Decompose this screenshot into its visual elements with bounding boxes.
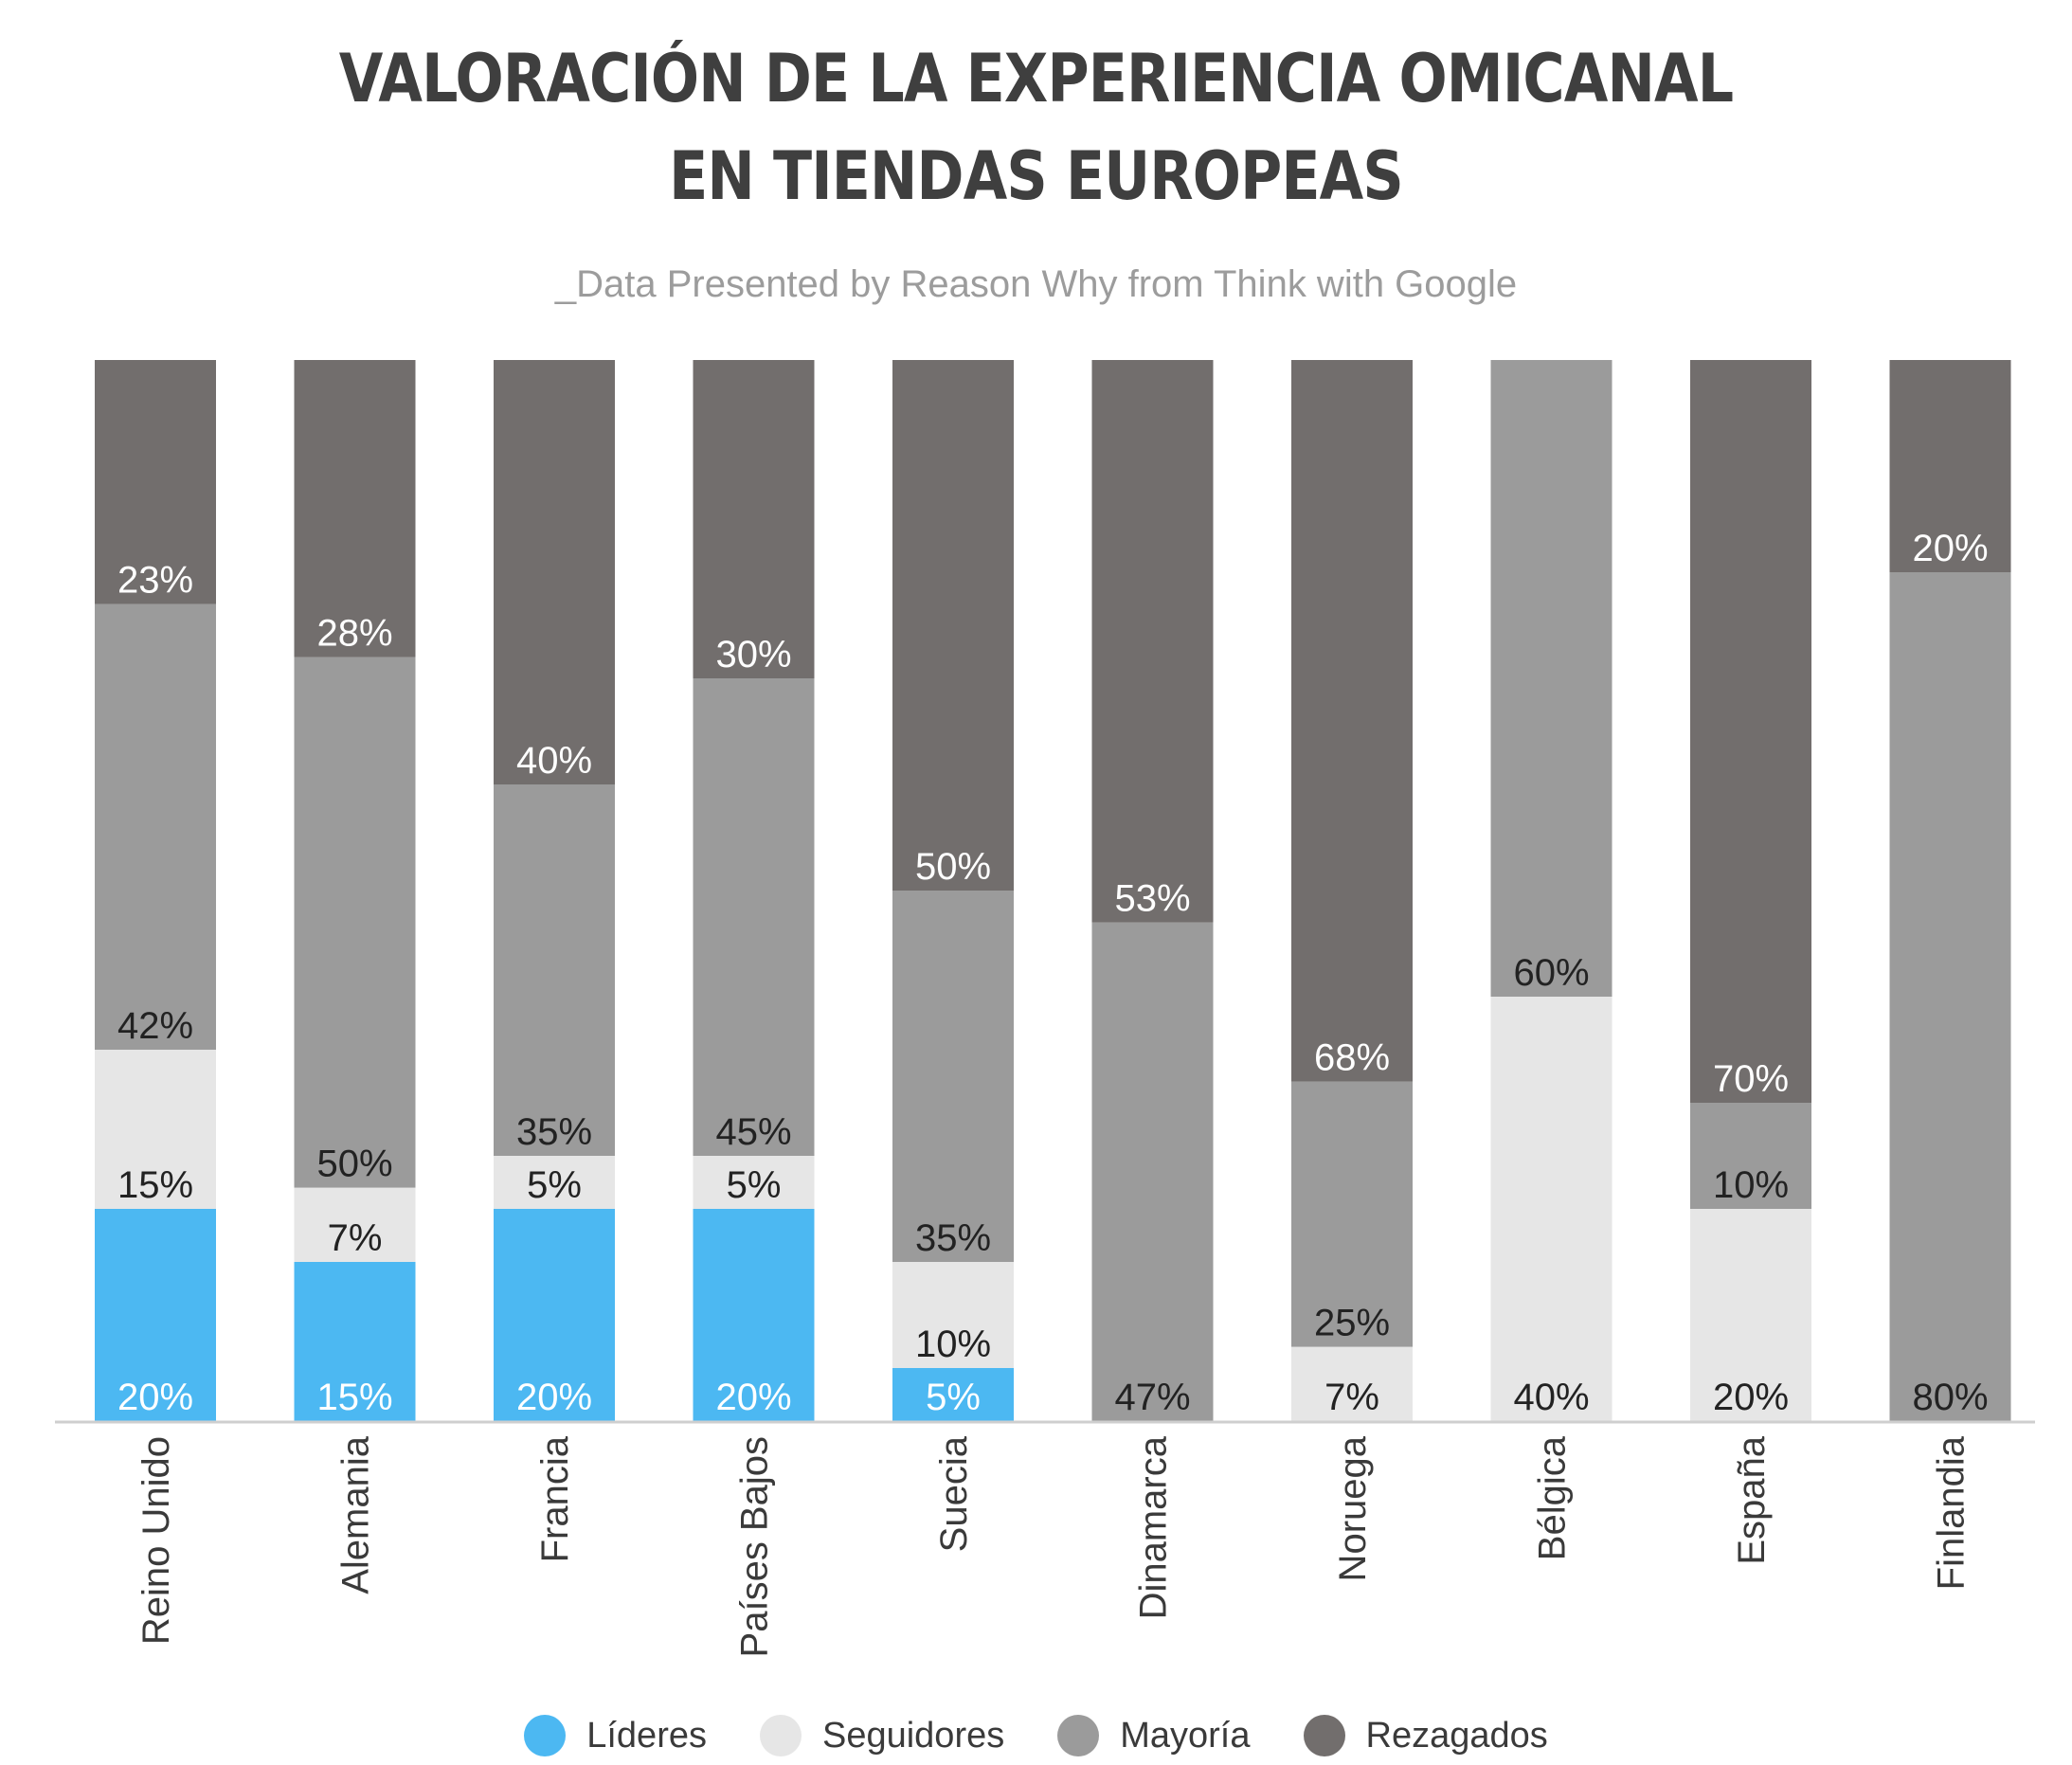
bar-lideres-alemania [294,1262,416,1421]
bar-rezagados-finlandia [1889,360,2011,572]
bar-seguidores-paises-bajos [693,1156,815,1209]
legend-swatch-seguidores [759,1715,802,1756]
data-label-mayoria-finlandia: 80% [1912,1377,1988,1418]
data-label-rezagados-francia: 40% [516,740,592,782]
bar-rezagados-espana [1690,360,1811,1103]
legend-label-lideres: Líderes [586,1715,707,1756]
data-label-lideres-alemania: 15% [316,1377,392,1418]
data-label-rezagados-reino-unido: 23% [117,560,193,602]
x-tick-label-espana: España [1731,1435,1773,1564]
chart-title-line2: EN TIENDAS EUROPEAS [669,137,1404,215]
x-tick-label-belgica: Bélgica [1532,1435,1574,1560]
legend-label-seguidores: Seguidores [821,1715,1005,1756]
data-label-seguidores-francia: 5% [527,1164,582,1206]
data-label-mayoria-suecia: 35% [915,1217,991,1259]
bar-mayoria-finlandia [1889,572,2011,1421]
legend-swatch-mayoria [1057,1715,1100,1756]
bar-mayoria-francia [494,784,615,1156]
data-label-mayoria-reino-unido: 42% [117,1005,193,1047]
bar-mayoria-paises-bajos [693,678,815,1156]
x-tick-label-paises-bajos: Países Bajos [734,1436,776,1657]
data-label-lideres-reino-unido: 20% [117,1377,193,1418]
data-label-seguidores-noruega: 7% [1324,1377,1379,1418]
bar-rezagados-noruega [1291,360,1413,1082]
x-tick-label-noruega: Noruega [1332,1435,1374,1581]
bar-rezagados-paises-bajos [693,360,815,678]
data-label-lideres-francia: 20% [516,1377,592,1418]
legend-label-mayoria: Mayoría [1120,1715,1251,1756]
data-label-mayoria-espana: 10% [1713,1164,1789,1206]
data-label-mayoria-alemania: 50% [316,1144,392,1185]
x-tick-label-suecia: Suecia [933,1435,975,1552]
bar-mayoria-noruega [1291,1081,1413,1347]
data-label-rezagados-dinamarca: 53% [1114,878,1190,920]
bar-rezagados-suecia [892,360,1014,891]
legend-swatch-lideres [524,1715,567,1756]
bar-seguidores-belgica [1490,997,1613,1421]
bar-seguidores-espana [1690,1209,1811,1421]
legend-item-rezagados: Rezagados [1303,1715,1548,1756]
bar-mayoria-reino-unido [95,603,216,1050]
data-label-seguidores-suecia: 10% [915,1324,991,1365]
bar-mayoria-alemania [294,657,416,1188]
data-label-mayoria-francia: 35% [516,1111,592,1153]
data-label-rezagados-espana: 70% [1713,1058,1789,1100]
data-label-mayoria-paises-bajos: 45% [715,1111,791,1153]
chart-subtitle: _Data Presented by Reason Why from Think… [554,263,1518,305]
bar-seguidores-francia [494,1156,615,1209]
chart-title-line1: VALORACIÓN DE LA EXPERIENCIA OMICANAL [338,40,1734,117]
data-label-rezagados-alemania: 28% [316,613,392,655]
bar-rezagados-reino-unido [95,360,216,604]
data-label-mayoria-dinamarca: 47% [1114,1377,1190,1418]
bar-lideres-suecia [892,1368,1014,1421]
data-label-rezagados-finlandia: 20% [1912,528,1988,569]
data-label-lideres-paises-bajos: 20% [715,1377,791,1418]
bar-mayoria-suecia [892,891,1014,1262]
data-label-mayoria-noruega: 25% [1314,1303,1390,1344]
data-label-mayoria-belgica: 60% [1513,952,1589,994]
data-label-seguidores-belgica: 40% [1513,1377,1589,1418]
data-label-seguidores-reino-unido: 15% [117,1164,193,1206]
x-tick-label-alemania: Alemania [335,1435,377,1594]
legend-item-mayoria: Mayoría [1057,1715,1251,1756]
x-tick-label-finlandia: Finlandia [1931,1435,1973,1590]
legend-label-rezagados: Rezagados [1365,1715,1548,1756]
x-tick-label-dinamarca: Dinamarca [1133,1435,1175,1619]
x-tick-label-reino-unido: Reino Unido [135,1436,177,1645]
bar-mayoria-espana [1690,1103,1811,1209]
bar-lideres-reino-unido [95,1209,216,1421]
legend-item-lideres: Líderes [524,1715,707,1756]
bar-rezagados-francia [494,360,615,784]
bar-seguidores-reino-unido [95,1050,216,1209]
chart-legend: Líderes Seguidores Mayoría Rezagados [0,1715,2072,1756]
data-label-rezagados-noruega: 68% [1314,1037,1390,1079]
data-label-rezagados-paises-bajos: 30% [715,634,791,675]
bar-lideres-francia [494,1209,615,1421]
x-tick-label-francia: Francia [534,1435,576,1562]
bar-seguidores-alemania [294,1187,416,1262]
bar-seguidores-suecia [892,1262,1014,1368]
bar-mayoria-dinamarca [1091,922,1214,1421]
legend-swatch-rezagados [1303,1715,1345,1756]
bar-seguidores-noruega [1291,1346,1413,1421]
bar-lideres-paises-bajos [693,1209,815,1421]
bar-rezagados-alemania [294,360,416,657]
bar-rezagados-dinamarca [1091,360,1214,923]
data-label-lideres-suecia: 5% [926,1377,981,1418]
bar-mayoria-belgica [1490,360,1613,997]
data-label-seguidores-paises-bajos: 5% [727,1164,782,1206]
legend-item-seguidores: Seguidores [759,1715,1005,1756]
data-label-seguidores-espana: 20% [1713,1377,1789,1418]
data-label-seguidores-alemania: 7% [328,1217,383,1259]
data-label-rezagados-suecia: 50% [915,846,991,888]
